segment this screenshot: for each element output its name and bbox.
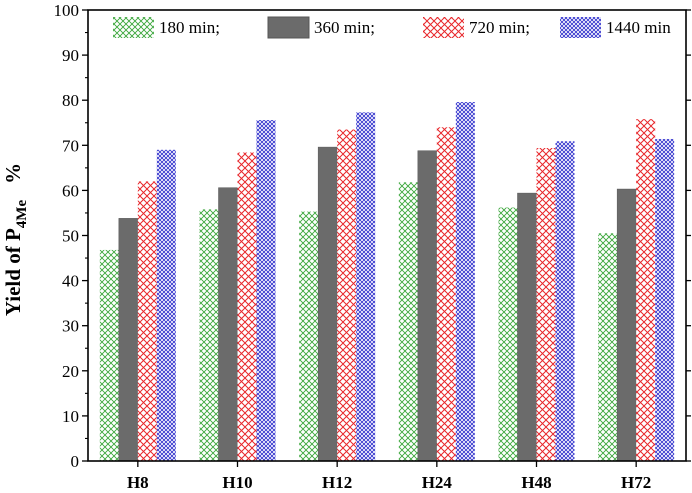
y-axis-label: Yield of P4Me% <box>1 163 30 316</box>
bar-h48-series-2 <box>517 192 537 462</box>
y-tick-label: 0 <box>71 452 80 471</box>
x-tick-label-h12: H12 <box>322 473 352 492</box>
bar-h8-series-3 <box>137 181 157 461</box>
plot-frame <box>87 9 687 462</box>
bar-h72-series-3 <box>636 119 656 461</box>
bar-h12-series-4 <box>356 112 376 461</box>
y-tick-label: 20 <box>62 362 79 381</box>
y-tick-label: 30 <box>62 317 79 336</box>
bar-h72-series-2 <box>616 188 637 462</box>
y-tick-label: 40 <box>62 272 79 291</box>
legend-label-series-2: 360 min; <box>314 18 375 37</box>
y-tick-label: 50 <box>62 227 79 246</box>
bar-h10-series-2 <box>218 187 238 462</box>
legend-swatch-series-3 <box>423 17 464 38</box>
bar-h10-series-1 <box>199 209 219 461</box>
y-axis-label-subscript: 4Me <box>14 200 30 229</box>
x-tick-label-h10: H10 <box>222 473 252 492</box>
y-tick-label: 10 <box>62 407 79 426</box>
y-tick-label: 80 <box>62 91 79 110</box>
bar-h72-series-4 <box>655 138 675 461</box>
y-axis: 0 10 20 30 40 50 60 70 80 90 100 <box>54 1 691 471</box>
x-tick-label-h24: H24 <box>422 473 453 492</box>
bar-h12-series-3 <box>337 129 357 461</box>
bar-h8-series-4 <box>156 149 176 461</box>
bar-h8-series-2 <box>118 218 139 462</box>
bar-h12-series-1 <box>299 211 319 461</box>
legend-swatch-series-1 <box>113 17 154 38</box>
bar-h8-series-1 <box>99 249 119 461</box>
y-axis-label-main: Yield of P <box>1 228 25 316</box>
bar-h24-series-2 <box>417 150 438 462</box>
x-axis: H8 H10 H12 H24 H48 H72 <box>127 461 651 492</box>
y-tick-label: 70 <box>62 136 79 155</box>
legend-swatch-series-2 <box>267 16 310 39</box>
x-tick-label-h48: H48 <box>521 473 551 492</box>
bar-h10-series-3 <box>237 152 257 462</box>
bar-h24-series-3 <box>436 127 456 461</box>
bar-h24-series-1 <box>398 182 418 462</box>
y-tick-label: 60 <box>62 181 79 200</box>
legend-label-series-4: 1440 min <box>606 18 671 37</box>
bar-h48-series-1 <box>498 207 518 461</box>
bar-h48-series-3 <box>536 148 556 462</box>
x-tick-label-h8: H8 <box>127 473 149 492</box>
legend-label-series-3: 720 min; <box>469 18 530 37</box>
legend: 180 min; 360 min; 720 min; 1440 min <box>113 16 671 39</box>
bar-h72-series-1 <box>598 233 618 461</box>
y-tick-label: 100 <box>54 1 80 20</box>
y-axis-label-unit: % <box>1 163 25 184</box>
bar-h48-series-4 <box>555 141 575 461</box>
y-tick-label: 90 <box>62 46 79 65</box>
legend-label-series-1: 180 min; <box>159 18 220 37</box>
x-tick-label-h72: H72 <box>621 473 651 492</box>
legend-swatch-series-4 <box>560 17 601 38</box>
bar-h12-series-2 <box>317 146 338 462</box>
bar-h10-series-4 <box>256 120 276 461</box>
bar-h24-series-4 <box>455 102 475 461</box>
bars-layer <box>99 102 675 462</box>
